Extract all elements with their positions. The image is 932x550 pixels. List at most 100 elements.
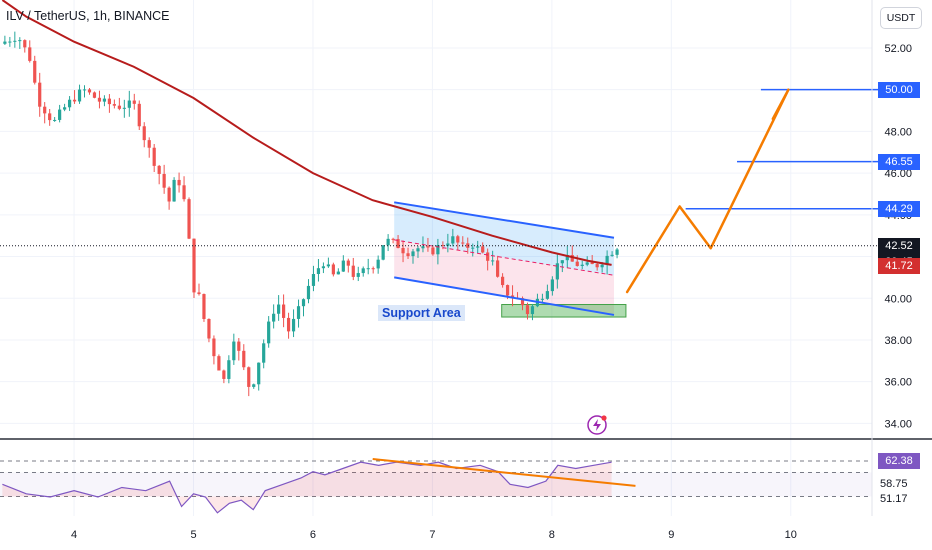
candle-body <box>476 246 480 248</box>
candle-body <box>107 98 111 105</box>
candle-body <box>237 341 241 351</box>
time-tick-label: 6 <box>310 529 316 541</box>
target-50-price-label: 50.00 <box>878 81 920 98</box>
candle-body <box>461 242 465 244</box>
candle-body <box>381 245 385 260</box>
candle-body <box>500 276 505 286</box>
candle-body <box>202 294 206 319</box>
candle-body <box>306 285 311 300</box>
time-tick-label: 7 <box>429 529 435 541</box>
candle-body <box>67 99 72 108</box>
candle-body <box>296 306 301 319</box>
candle-body <box>152 147 156 166</box>
projection-path <box>625 88 790 294</box>
candle-body <box>366 268 370 270</box>
candle-body <box>82 89 87 91</box>
candle-body <box>286 317 291 332</box>
candle-body <box>28 47 32 61</box>
support-area-label: Support Area <box>378 305 465 321</box>
candle-body <box>451 236 455 244</box>
chart-overlays <box>394 202 627 318</box>
candle-body <box>471 247 475 249</box>
candle-body <box>227 360 231 379</box>
candle-body <box>431 247 435 255</box>
target-46-price-label: 46.55 <box>878 153 920 170</box>
candle-body <box>540 298 545 300</box>
candle-body <box>550 279 554 292</box>
candle-body <box>361 268 365 274</box>
price-tick-label: 34.00 <box>884 418 912 430</box>
ma-line <box>1 0 612 266</box>
candle-body <box>117 105 121 109</box>
candle-body <box>257 362 261 385</box>
candle-body <box>112 104 116 106</box>
rsi-band <box>0 472 872 497</box>
candle-body <box>595 264 599 268</box>
candle-body <box>23 40 27 48</box>
candle-body <box>411 251 415 257</box>
candle-body <box>336 271 340 275</box>
candle-body <box>157 165 161 174</box>
candle-body <box>142 126 146 141</box>
rsi-line <box>2 461 612 514</box>
rsi-pane <box>0 458 872 514</box>
candle-body <box>197 292 201 295</box>
rsi-oversold-fill <box>2 462 612 513</box>
candle-body <box>545 291 549 299</box>
chart-drawings <box>0 88 878 435</box>
candle-body <box>77 89 82 102</box>
candle-body <box>182 185 186 200</box>
price-tick-label: 52.00 <box>884 43 912 55</box>
time-tick-label: 5 <box>190 529 196 541</box>
candle-body <box>456 236 460 243</box>
candle-body <box>242 350 246 368</box>
candle-body <box>291 318 296 332</box>
candle-body <box>436 245 440 255</box>
symbol-title[interactable]: ILV / TetherUS, 1h, BINANCE <box>6 9 170 23</box>
candle-body <box>177 179 181 186</box>
candle-body <box>605 255 609 265</box>
candle-body <box>396 239 400 249</box>
candle-body <box>272 313 276 322</box>
candle-body <box>301 299 306 307</box>
candle-body <box>525 305 530 315</box>
candle-body <box>13 40 17 42</box>
time-tick-label: 4 <box>71 529 77 541</box>
candle-body <box>326 264 330 267</box>
candle-body <box>127 100 131 108</box>
candle-body <box>267 321 271 344</box>
time-tick-label: 8 <box>549 529 555 541</box>
price-tick-label: 36.00 <box>884 377 912 389</box>
candle-body <box>321 266 326 269</box>
target-44-price-label: 44.29 <box>878 200 920 217</box>
candle-body <box>43 106 47 114</box>
currency-selector[interactable]: USDT <box>880 7 922 29</box>
candle-body <box>505 285 510 296</box>
candle-body <box>376 259 380 269</box>
price-tick-label: 46.00 <box>884 168 912 180</box>
candle-body <box>97 97 102 102</box>
candle-body <box>316 268 321 275</box>
candle-body <box>466 243 470 248</box>
candle-body <box>481 246 485 253</box>
candle-body <box>600 264 604 268</box>
candle-body <box>102 98 107 102</box>
candle-body <box>48 113 52 121</box>
candle-body <box>222 370 226 379</box>
candle-body <box>351 265 355 277</box>
candle-body <box>147 140 151 148</box>
moving-average-line <box>1 0 612 266</box>
time-tick-label: 10 <box>785 529 797 541</box>
rsi-trendline <box>372 458 636 487</box>
candle-body <box>570 255 574 262</box>
ma-price-label: 41.72 <box>878 258 920 275</box>
lightning-icon-bolt <box>593 419 601 431</box>
channel-mid-line <box>394 239 615 276</box>
candle-body <box>416 248 420 252</box>
candle-body <box>167 187 171 202</box>
chart-grid <box>0 0 932 516</box>
candle-body <box>33 60 37 83</box>
candle-body <box>520 298 525 306</box>
lightning-icon <box>587 415 607 435</box>
